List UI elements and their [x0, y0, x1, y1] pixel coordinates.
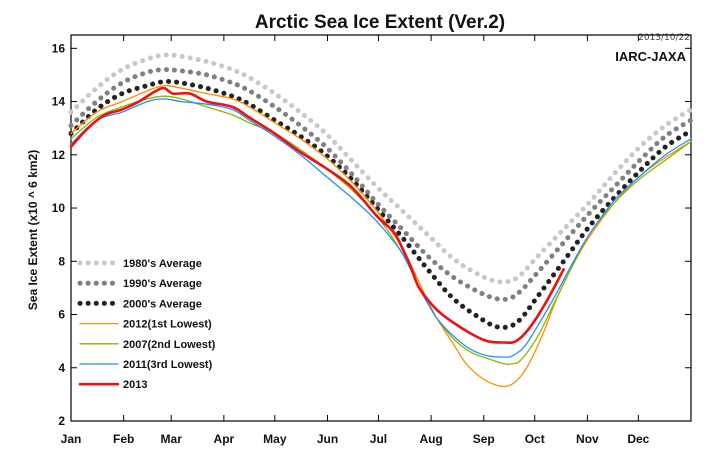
x-tick-label-apr: Apr	[214, 432, 235, 446]
plot-frame	[70, 34, 692, 422]
legend-label-2012-1st-lowest: 2012(1st Lowest)	[123, 319, 212, 331]
legend-label-1990-s-average: 1990's Average	[123, 278, 202, 290]
x-tick-label-aug: Aug	[419, 432, 442, 446]
y-tick-label: 6	[58, 308, 65, 322]
date-stamp: 2013/10/22	[638, 33, 690, 43]
y-tick-label: 10	[52, 201, 66, 215]
y-tick-label: 2	[58, 414, 65, 428]
y-tick-label: 12	[52, 148, 66, 162]
series-line-1990-s-average	[68, 67, 694, 302]
plot-area: 2 4 6 8 10 12 14 16 Jan Feb Mar Apr May Jun Jul Aug Sep O…	[52, 34, 694, 446]
x-tick-label-nov: Nov	[576, 432, 599, 446]
legend-label-2007-2nd-lowest: 2007(2nd Lowest)	[123, 339, 216, 351]
y-axis-label: Sea Ice Extent (x10 ^ 6 km2)	[26, 150, 40, 310]
legend-label-1980-s-average: 1980's Average	[123, 258, 202, 270]
x-tick-label-jun: Jun	[317, 432, 338, 446]
y-tick-label: 8	[58, 254, 65, 268]
x-tick-label-jan: Jan	[61, 432, 82, 446]
series-line-2000-s-average	[68, 78, 694, 331]
legend-label-2000-s-average: 2000's Average	[123, 298, 202, 310]
series-line-2013	[69, 86, 565, 345]
series-line-1980-s-average	[68, 52, 694, 285]
x-tick-label-jul: Jul	[370, 432, 387, 446]
y-tick-label: 14	[52, 95, 66, 109]
chart-title: Arctic Sea Ice Extent (Ver.2)	[255, 12, 505, 33]
legend: 1980's Average 1990's Average 2000's Avera…	[77, 258, 216, 391]
x-tick-label-mar: Mar	[161, 432, 183, 446]
y-tick-label: 4	[58, 361, 65, 375]
x-tick-label-dec: Dec	[627, 432, 649, 446]
y-tick-label: 16	[52, 41, 66, 55]
legend-label-2011-3rd-lowest: 2011(3rd Lowest)	[123, 359, 213, 371]
x-tick-label-sep: Sep	[473, 432, 495, 446]
x-tick-label-oct: Oct	[525, 432, 545, 446]
x-tick-label-feb: Feb	[113, 432, 134, 446]
legend-label-2013: 2013	[123, 379, 147, 391]
organization-label: IARC-JAXA	[615, 49, 686, 64]
x-tick-label-may: May	[263, 432, 287, 446]
